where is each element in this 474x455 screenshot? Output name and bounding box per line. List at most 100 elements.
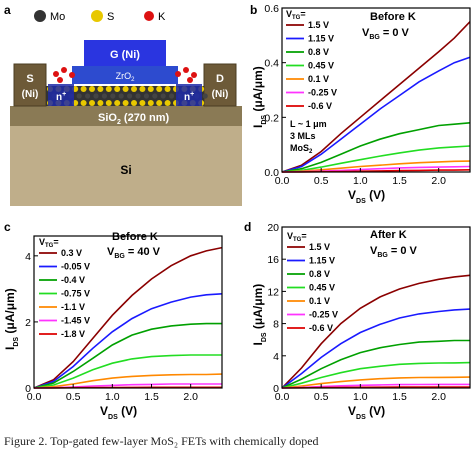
- y-tick-label: 0.2: [264, 112, 279, 124]
- mo-atom: [160, 93, 166, 99]
- x-tick-label: 2.0: [183, 391, 198, 403]
- x-tick-label: 1.5: [144, 391, 159, 403]
- series-line: [281, 21, 471, 173]
- legend-s: S: [107, 11, 114, 23]
- y-tick-label: 0: [25, 383, 31, 395]
- s-atom: [122, 100, 129, 106]
- y-tick-label: 0.6: [264, 3, 279, 15]
- n-plus-region-left: [48, 84, 74, 106]
- series-line: [281, 145, 471, 173]
- s-atom: [156, 86, 163, 92]
- chart-title: After K: [370, 229, 407, 241]
- note-text: 3 MLs: [290, 131, 316, 141]
- series-line: [281, 376, 471, 389]
- y-tick-label: 0: [273, 383, 279, 395]
- note-text: L ~ 1 μm: [290, 119, 327, 129]
- legend-entry: 1.5 V: [308, 20, 329, 30]
- legend-entry: -1.1 V: [61, 302, 85, 312]
- chart-panel-b: b 0.0 0.5 1.0 1.5 2.0 0.0 0.2 0.4 0.6 VDS (V) IDS (…: [250, 3, 471, 205]
- x-tick-label: 0.5: [314, 175, 329, 187]
- s-atom: [80, 100, 87, 106]
- drain-contact: [203, 63, 237, 107]
- legend-entry: -0.25 V: [309, 310, 338, 320]
- plot-frame: [33, 235, 223, 389]
- legend-entry: -0.4 V: [61, 275, 85, 285]
- s-atom: [80, 86, 87, 92]
- x-tick-label: 1.0: [353, 391, 368, 403]
- mo-atom: [143, 93, 149, 99]
- substrate-label: Si: [120, 163, 131, 177]
- s-atom: [131, 100, 137, 106]
- source-contact: [13, 63, 47, 107]
- y-tick-label: 0.4: [264, 58, 279, 70]
- k-atom-icon: [144, 11, 154, 21]
- x-tick-label: 1.5: [392, 175, 407, 187]
- s-atom: [114, 100, 121, 106]
- mo-atom: [85, 93, 91, 99]
- legend-entry: -0.6 V: [309, 323, 333, 333]
- x-tick-label: 0.5: [66, 391, 81, 403]
- legend-entry: 1.15 V: [309, 256, 335, 266]
- legend-entry: 0.8 V: [309, 269, 330, 279]
- legend-title: VTG=: [287, 231, 307, 243]
- series-line: [281, 160, 471, 173]
- sio2-layer: [10, 106, 242, 126]
- chart-panel-c: c 0.0 0.5 1.0 1.5 2.0 0 2 4 VDS (V) IDS (μA/μm) Bef…: [3, 220, 223, 421]
- series-line: [33, 293, 223, 389]
- legend-entry: -1.8 V: [61, 329, 85, 339]
- plot-frame: [281, 226, 471, 389]
- series-line: [281, 274, 471, 389]
- y-tick-label: 16: [267, 254, 279, 266]
- s-atom: [89, 100, 95, 106]
- legend-title: VTG=: [39, 237, 59, 249]
- drain-metal: (Ni): [212, 89, 229, 100]
- figure: a Mo S K Si SiO2 (270 nm) S (Ni) D (Ni) …: [3, 3, 471, 421]
- panel-label: d: [244, 220, 251, 234]
- x-tick-label: 2.0: [431, 391, 446, 403]
- mo-atom: [101, 93, 107, 99]
- series-line: [281, 339, 470, 389]
- s-atom: [97, 86, 104, 92]
- panel-label-a: a: [4, 3, 11, 17]
- s-atom: [139, 100, 146, 106]
- legend-entry: -0.25 V: [308, 88, 337, 98]
- figure-caption: Figure 2. Top-gated few-layer MoS₂ FETs …: [4, 434, 319, 448]
- n-plus-region-right: [176, 84, 202, 106]
- legend-k: K: [158, 11, 166, 23]
- potassium-atoms: [53, 67, 197, 83]
- x-tick-label: 2.0: [431, 175, 446, 187]
- legend-entry: -1.45 V: [61, 316, 90, 326]
- legend-entry: 0.3 V: [61, 248, 82, 258]
- n-plus-label-right: n+: [184, 91, 194, 103]
- x-tick-label: 1.0: [353, 175, 368, 187]
- legend-entry: 1.5 V: [309, 242, 330, 252]
- zro2-oxide: [72, 66, 178, 84]
- s-atom: [89, 86, 95, 92]
- y-tick-label: 12: [267, 286, 279, 298]
- mo-atom: [127, 93, 133, 99]
- chart-panel-d: d 0.0 0.5 1.0 1.5 2.0 0 4 8 12 16 20 VDS (V) IDS (μA/…: [244, 220, 471, 421]
- mo-atom: [202, 93, 208, 99]
- legend-entry: 0.45 V: [308, 61, 334, 71]
- s-atom: [114, 86, 121, 92]
- legend-mo: Mo: [50, 11, 65, 23]
- plot-frame: [281, 7, 471, 173]
- legend-entry: -0.6 V: [308, 101, 332, 111]
- y-axis-label: IDS (μA/μm): [251, 284, 268, 346]
- series-line: [281, 122, 471, 173]
- material-label: MoS2: [290, 143, 313, 155]
- panel-label: b: [250, 3, 257, 17]
- x-tick-label: 1.0: [105, 391, 120, 403]
- legend-entry: 1.15 V: [308, 34, 334, 44]
- x-axis-label: VDS (V): [348, 404, 385, 421]
- bias-condition: VBG = 0 V: [362, 27, 410, 41]
- s-atom: [139, 86, 146, 92]
- s-atom: [156, 100, 163, 106]
- s-atom: [147, 86, 154, 92]
- x-tick-label: 0.0: [275, 391, 290, 403]
- sio2-label: SiO2 (270 nm): [98, 112, 169, 126]
- chart-title: Before K: [112, 231, 158, 243]
- bias-condition: VBG = 0 V: [370, 245, 418, 259]
- legend-entry: 0.1 V: [309, 296, 330, 306]
- mo-atom: [76, 93, 82, 99]
